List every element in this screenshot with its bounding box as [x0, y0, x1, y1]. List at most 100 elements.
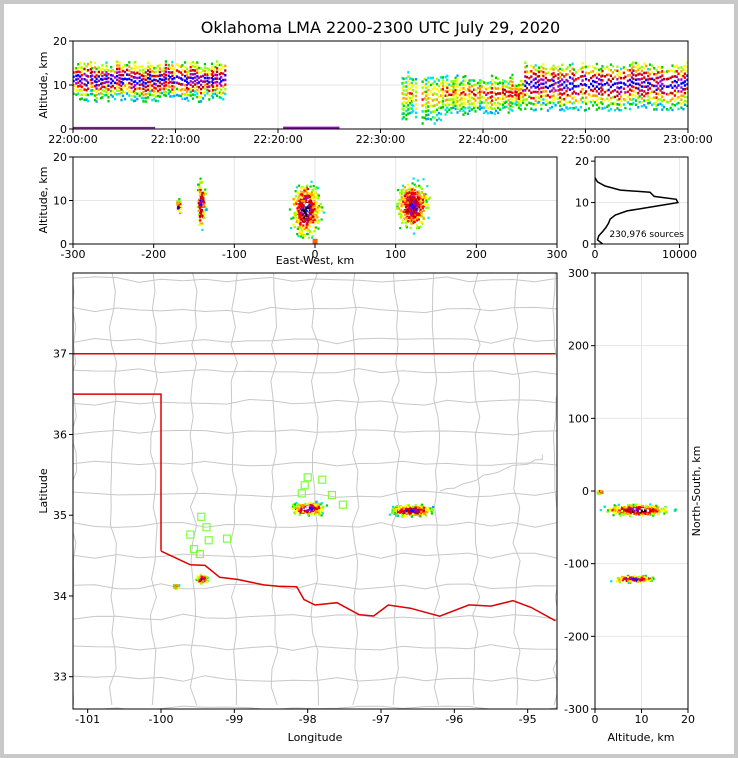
ew-source-pixel — [420, 205, 423, 208]
ns-source-pixel — [645, 505, 648, 508]
th-source-pixel — [546, 71, 549, 74]
ew-source-pixel — [421, 222, 424, 225]
th-source-pixel — [494, 82, 498, 85]
th-source-pixel — [462, 98, 465, 101]
lma-station-marker — [197, 512, 206, 521]
th-source-pixel — [476, 86, 480, 90]
ew-source-pixel — [409, 209, 412, 212]
th-source-pixel — [643, 76, 646, 79]
th-source-pixel — [448, 98, 451, 101]
th-source-pixel — [196, 71, 199, 75]
th-source-pixel — [118, 61, 121, 64]
th-source-pixel — [444, 85, 447, 88]
th-source-pixel — [467, 81, 470, 85]
th-source-pixel — [598, 78, 601, 81]
ew-source-pixel — [312, 194, 315, 197]
th-source-pixel — [616, 86, 619, 89]
th-source-pixel — [501, 97, 505, 100]
th-source-pixel — [620, 72, 623, 75]
ew-source-pixel — [317, 227, 320, 230]
th-source-pixel — [592, 79, 595, 83]
th-source-pixel — [657, 65, 660, 69]
ew-source-pixel — [317, 219, 320, 222]
th-source-pixel — [454, 79, 457, 83]
th-source-pixel — [490, 83, 494, 86]
th-source-pixel — [214, 69, 217, 73]
th-source-pixel — [468, 82, 471, 86]
lma-figure: Oklahoma LMA 2200-2300 UTC July 29, 2020… — [37, 18, 713, 744]
ns-source-pixel — [659, 509, 662, 512]
ew-source-pixel — [308, 229, 311, 232]
th-source-pixel — [532, 103, 535, 106]
th-source-pixel — [158, 67, 161, 70]
ew-source-pixel — [410, 217, 413, 220]
th-source-pixel — [91, 67, 94, 70]
ew-source-pixel — [198, 223, 201, 226]
th-source-pixel — [540, 65, 543, 69]
th-source-pixel — [671, 69, 674, 73]
th-source-pixel — [153, 82, 156, 85]
ns-source-pixel — [603, 505, 606, 508]
th-source-pixel — [534, 73, 537, 76]
th-source-pixel — [429, 104, 433, 107]
th-source-pixel — [655, 76, 658, 80]
th-source-pixel — [483, 111, 486, 114]
ew-source-pixel — [198, 191, 202, 194]
th-source-pixel — [450, 93, 453, 97]
ew-source-pixel — [404, 206, 408, 209]
th-source-pixel — [85, 74, 88, 77]
th-source-pixel — [661, 78, 664, 82]
th-source-pixel — [118, 73, 121, 77]
th-source-pixel — [126, 78, 129, 81]
map-source-pixel — [291, 507, 295, 510]
th-source-pixel — [206, 85, 209, 89]
hist-plot-area — [595, 157, 688, 244]
th-source-pixel — [507, 90, 510, 94]
ns-source-pixel — [599, 490, 603, 493]
th-source-pixel — [120, 81, 123, 84]
th-source-pixel — [671, 108, 674, 112]
ew-source-pixel — [300, 215, 303, 218]
ns-source-pixel — [626, 574, 629, 577]
th-source-pixel — [452, 106, 455, 109]
th-source-pixel — [83, 62, 86, 66]
th-source-pixel — [130, 86, 133, 90]
map-source-pixel — [392, 505, 395, 508]
th-source-pixel — [550, 89, 554, 92]
th-source-pixel — [431, 110, 434, 113]
th-source-pixel — [138, 72, 141, 76]
map-source-pixel — [413, 513, 416, 516]
th-source-pixel — [113, 92, 117, 95]
th-source-pixel — [431, 76, 434, 80]
th-source-pixel — [132, 71, 135, 74]
th-source-pixel — [87, 87, 90, 90]
th-source-pixel — [542, 74, 545, 78]
th-source-pixel — [456, 81, 459, 85]
ns-source-pixel — [616, 509, 620, 512]
th-source-pixel — [448, 88, 451, 91]
th-source-pixel — [423, 116, 426, 120]
ns-source-pixel — [641, 577, 645, 581]
ew-source-pixel — [178, 198, 181, 201]
map-source-pixel — [308, 501, 311, 504]
ew-source-pixel — [301, 208, 304, 211]
th-xtick-label: 22:00:00 — [48, 133, 97, 146]
th-source-pixel — [653, 90, 656, 94]
map-source-pixel — [395, 514, 398, 517]
ew-source-pixel — [399, 227, 402, 230]
th-source-pixel — [667, 77, 670, 81]
ew-source-pixel — [308, 209, 311, 212]
th-source-pixel — [105, 77, 108, 81]
county-line — [73, 705, 557, 709]
th-source-pixel — [509, 80, 512, 83]
map-source-pixel — [304, 507, 307, 510]
th-source-pixel — [93, 94, 97, 97]
th-source-pixel — [514, 93, 517, 96]
th-source-pixel — [530, 80, 533, 84]
th-source-pixel — [118, 83, 121, 86]
th-source-pixel — [532, 109, 535, 112]
ew-source-pixel — [313, 208, 316, 211]
th-source-pixel — [415, 94, 418, 98]
th-source-pixel — [474, 88, 477, 92]
th-source-pixel — [478, 93, 482, 97]
